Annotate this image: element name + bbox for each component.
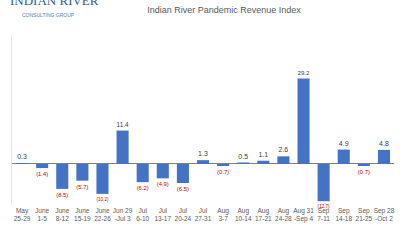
- svg-text:Sep 28-Oct 2: Sep 28-Oct 2: [374, 207, 395, 222]
- svg-text:Jun 29-Jul 3: Jun 29-Jul 3: [113, 207, 133, 222]
- svg-text:(12.7): (12.7): [318, 204, 331, 209]
- svg-text:2.6: 2.6: [279, 146, 289, 153]
- svg-text:Jul13-17: Jul13-17: [154, 207, 171, 222]
- svg-text:Jul6-10: Jul6-10: [136, 207, 149, 222]
- svg-text:Aug17-21: Aug17-21: [255, 207, 272, 222]
- svg-text:(0.7): (0.7): [358, 169, 370, 175]
- svg-text:0.3: 0.3: [17, 153, 27, 160]
- svg-text:Indian River Pandemic Revenue: Indian River Pandemic Revenue Index: [147, 5, 301, 15]
- svg-text:CONSULTING GROUP: CONSULTING GROUP: [22, 12, 75, 18]
- svg-text:(0.7): (0.7): [217, 169, 229, 175]
- svg-text:Sep14-18: Sep14-18: [335, 207, 352, 222]
- svg-text:11.4: 11.4: [117, 121, 129, 128]
- svg-text:(1.4): (1.4): [36, 171, 48, 177]
- svg-text:1.1: 1.1: [258, 151, 268, 158]
- svg-text:1.3: 1.3: [198, 150, 208, 157]
- svg-text:Sep7-11: Sep7-11: [317, 207, 330, 222]
- svg-text:Aug3-7: Aug3-7: [217, 207, 229, 222]
- svg-text:May25-29: May25-29: [14, 207, 31, 222]
- svg-text:(10.2): (10.2): [96, 197, 109, 202]
- svg-text:(6.5): (6.5): [177, 186, 189, 192]
- svg-text:June15-19: June15-19: [74, 207, 91, 222]
- svg-text:June22-26: June22-26: [94, 207, 111, 222]
- svg-text:(8.5): (8.5): [56, 192, 68, 198]
- svg-text:Aug 31-Sep 4: Aug 31-Sep 4: [293, 207, 314, 223]
- svg-text:INDIAN RIVER: INDIAN RIVER: [10, 0, 99, 8]
- svg-text:Jul20-24: Jul20-24: [175, 207, 192, 222]
- svg-text:(4.9): (4.9): [157, 181, 169, 187]
- svg-text:June8-12: June8-12: [55, 207, 69, 222]
- svg-text:(5.7): (5.7): [76, 184, 88, 190]
- svg-text:June1-5: June1-5: [35, 207, 49, 222]
- svg-text:4.8: 4.8: [379, 140, 389, 147]
- svg-text:Sep21-25: Sep21-25: [356, 207, 373, 222]
- svg-text:Aug10-14: Aug10-14: [235, 207, 252, 222]
- svg-text:Jul27-31: Jul27-31: [195, 207, 212, 222]
- svg-text:Aug24-28: Aug24-28: [275, 207, 292, 222]
- svg-text:0.5: 0.5: [238, 153, 248, 160]
- svg-text:29.2: 29.2: [298, 69, 311, 76]
- svg-text:(6.2): (6.2): [137, 185, 149, 191]
- svg-text:4.9: 4.9: [339, 140, 349, 147]
